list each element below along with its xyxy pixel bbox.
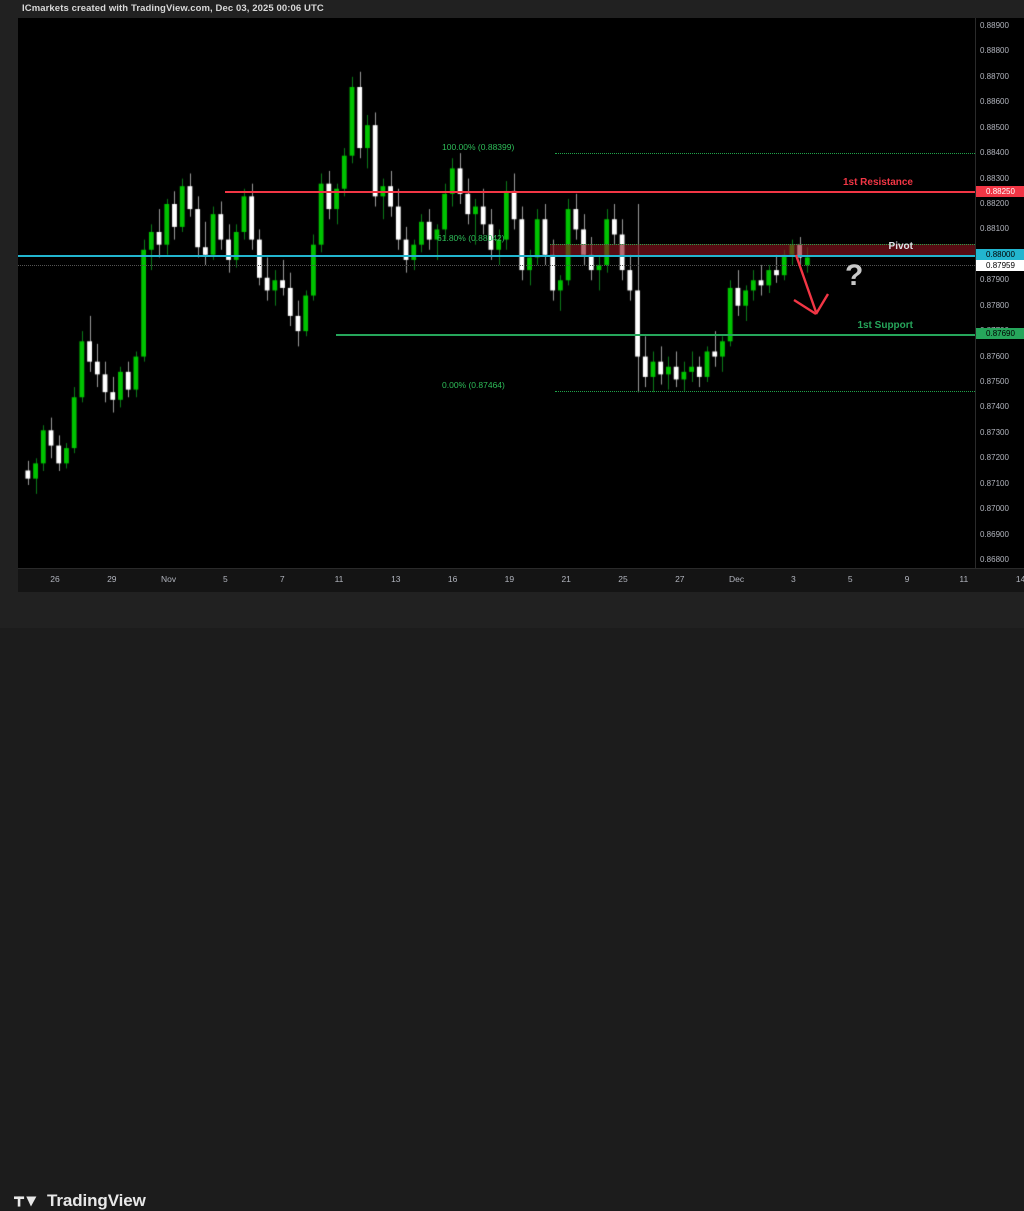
price-badge-1st-resistance: 0.88250 xyxy=(976,185,1024,197)
fib-label-618: 61.80% (0.88042) xyxy=(437,233,505,244)
chart-header-title: ICmarkets created with TradingView.com, … xyxy=(0,0,1024,18)
price-tick: 0.87000 xyxy=(980,504,1009,514)
time-tick: 14 xyxy=(1015,574,1024,584)
pivot-zone-band xyxy=(550,244,975,255)
price-tick: 0.88900 xyxy=(980,21,1009,30)
price-tick: 0.88400 xyxy=(980,148,1009,158)
price-tick: 0.88300 xyxy=(980,173,1009,183)
pivot-line[interactable] xyxy=(18,254,975,257)
time-tick: 25 xyxy=(618,574,628,584)
resistance-label: 1st Resistance xyxy=(842,177,913,189)
time-axis[interactable]: 26 29 Nov 5 7 11 13 16 19 21 25 27 Dec 3 5 9 11 14 xyxy=(18,568,1024,592)
price-tick: 0.88200 xyxy=(980,199,1009,208)
price-tick: 0.87600 xyxy=(980,351,1009,361)
price-tick: 0.88700 xyxy=(980,71,1009,81)
question-mark-annotation: ? xyxy=(845,258,864,292)
price-badge-last-price: 0.87959 xyxy=(976,259,1024,271)
fib-label-100: 100.00% (0.88399) xyxy=(442,142,515,153)
fib-line-618 xyxy=(550,244,975,246)
support-line[interactable] xyxy=(336,333,975,336)
price-tick: 0.87500 xyxy=(980,377,1009,386)
support-label: 1st Support xyxy=(857,319,913,331)
time-tick: Nov xyxy=(161,574,177,584)
time-tick: 27 xyxy=(675,574,685,584)
price-badge-1st-support: 0.87690 xyxy=(976,328,1024,340)
time-tick: 5 xyxy=(847,574,853,584)
tradingview-logo[interactable]: TradingView xyxy=(14,1191,146,1211)
time-tick: 13 xyxy=(391,574,401,584)
price-tick: 0.86800 xyxy=(980,555,1009,564)
price-tick: 0.87800 xyxy=(980,300,1009,310)
time-tick: 9 xyxy=(904,574,910,584)
time-tick: 29 xyxy=(107,574,117,584)
price-tick: 0.87900 xyxy=(980,275,1009,285)
time-tick: 19 xyxy=(504,574,515,584)
price-tick: 0.88800 xyxy=(980,46,1009,56)
time-tick: 7 xyxy=(279,574,285,584)
time-tick: Dec xyxy=(729,574,745,584)
price-tick: 0.87300 xyxy=(980,427,1009,437)
time-tick: 11 xyxy=(959,574,969,584)
price-tick: 0.86900 xyxy=(980,529,1009,539)
fib-label-0: 0.00% (0.87464) xyxy=(442,380,505,391)
chart-footer: TradingView xyxy=(0,592,1024,1210)
last-price-guide-line xyxy=(18,265,975,267)
fib-line-0 xyxy=(555,391,975,393)
candlestick-series xyxy=(18,18,975,568)
time-tick: 3 xyxy=(791,574,796,584)
time-tick: 21 xyxy=(561,574,571,584)
price-tick: 0.87400 xyxy=(980,402,1009,412)
chart-frame: 100.00% (0.88399) 61.80% (0.88042) 0.00%… xyxy=(18,18,1024,592)
red-down-arrow-icon xyxy=(793,254,830,316)
price-tick: 0.87200 xyxy=(980,453,1009,463)
price-tick: 0.87100 xyxy=(980,478,1009,488)
chart-plot-area[interactable]: 100.00% (0.88399) 61.80% (0.88042) 0.00%… xyxy=(18,18,975,568)
tradingview-logo-text: TradingView xyxy=(47,1191,146,1210)
time-tick: 16 xyxy=(447,574,458,584)
time-tick: 11 xyxy=(334,574,344,584)
price-axis[interactable]: 0.88900 0.88800 0.88700 0.88600 0.88500 0.884… xyxy=(975,18,1024,592)
price-tick: 0.88500 xyxy=(980,122,1009,132)
resistance-line[interactable] xyxy=(225,191,975,194)
price-tick: 0.88600 xyxy=(980,97,1009,107)
time-tick: 5 xyxy=(223,574,228,584)
tradingview-logo-icon xyxy=(14,1195,37,1207)
price-badge-pivot: 0.88000 xyxy=(976,249,1024,261)
price-tick: 0.88100 xyxy=(980,224,1009,234)
time-tick: 26 xyxy=(50,574,60,584)
pivot-label: Pivot xyxy=(888,240,913,252)
fib-line-100 xyxy=(555,153,975,155)
